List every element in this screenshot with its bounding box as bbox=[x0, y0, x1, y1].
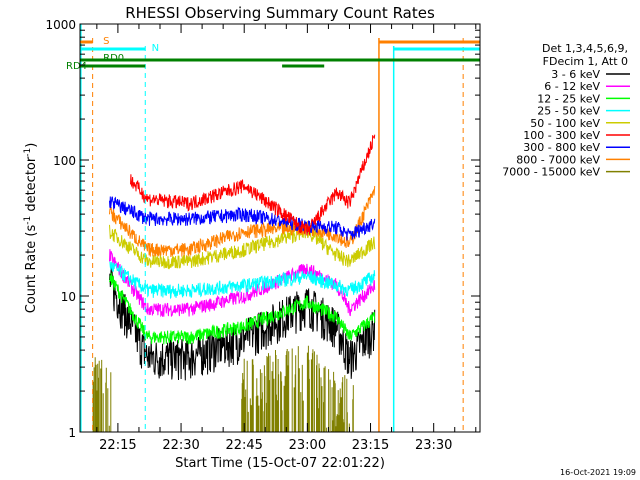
legend-label-4: 50 - 100 keV bbox=[530, 117, 600, 130]
axes: 1 10 100 1000 22:15 22:30 22:45 23:00 23:15 23:30 bbox=[45, 18, 481, 453]
x-tick-label-4: 23:15 bbox=[352, 438, 389, 453]
observing-flags: S N RD0 RD4 bbox=[66, 24, 480, 432]
series-line-8 bbox=[92, 345, 354, 432]
series-group bbox=[92, 134, 376, 432]
y-axis-label: Count Rate (s-1 detector-1) bbox=[23, 143, 39, 314]
legend-label-1: 6 - 12 keV bbox=[544, 80, 600, 93]
footer-timestamp: 16-Oct-2021 19:09 bbox=[560, 468, 636, 477]
chart-title: RHESSI Observing Summary Count Rates bbox=[125, 4, 435, 22]
legend-header-1: Det 1,3,4,5,6,9, bbox=[542, 42, 628, 55]
legend-label-6: 300 - 800 keV bbox=[523, 141, 600, 154]
legend-label-5: 100 - 300 keV bbox=[523, 129, 600, 142]
flag-label-n: N bbox=[152, 43, 159, 54]
x-tick-label-0: 22:15 bbox=[99, 438, 136, 453]
y-tick-label-3: 1000 bbox=[45, 18, 76, 32]
y-tick-label-1: 10 bbox=[61, 290, 76, 304]
x-tick-label-3: 23:00 bbox=[289, 438, 326, 453]
flag-label-s: S bbox=[103, 36, 109, 47]
legend-label-8: 7000 - 15000 keV bbox=[502, 166, 600, 179]
y-tick-label-0: 1 bbox=[68, 426, 76, 440]
y-tick-label-2: 100 bbox=[53, 154, 76, 168]
x-tick-label-2: 22:45 bbox=[225, 438, 262, 453]
series-line-2 bbox=[109, 272, 376, 345]
legend-label-0: 3 - 6 keV bbox=[551, 68, 600, 81]
x-tick-label-5: 23:30 bbox=[415, 438, 452, 453]
series-line-6 bbox=[109, 196, 376, 241]
x-axis-label: Start Time (15-Oct-07 22:01:22) bbox=[175, 456, 385, 471]
legend: Det 1,3,4,5,6,9, FDecim 1, Att 0 3 - 6 k… bbox=[502, 42, 630, 179]
legend-header-2: FDecim 1, Att 0 bbox=[543, 55, 628, 68]
series-line-4 bbox=[109, 224, 376, 270]
legend-label-7: 800 - 7000 keV bbox=[516, 153, 600, 166]
plot-area bbox=[92, 134, 376, 432]
flag-label-rd4: RD4 bbox=[66, 61, 87, 72]
flag-label-rd0: RD0 bbox=[103, 53, 124, 64]
legend-label-3: 25 - 50 keV bbox=[537, 105, 600, 118]
plot-frame bbox=[79, 23, 481, 433]
series-line-3 bbox=[109, 261, 376, 300]
series-line-5 bbox=[130, 134, 376, 236]
legend-label-2: 12 - 25 keV bbox=[537, 92, 600, 105]
x-tick-label-1: 22:30 bbox=[162, 438, 199, 453]
